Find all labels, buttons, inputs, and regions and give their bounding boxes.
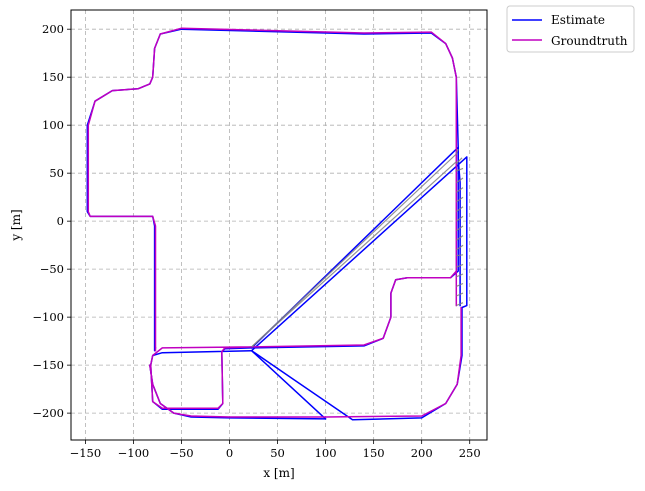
correspondence-line	[455, 206, 464, 213]
series-groundtruth-line	[324, 306, 462, 418]
correspondence-line	[456, 302, 464, 307]
x-tick-label: −50	[169, 446, 193, 460]
y-tick-label: 150	[42, 70, 64, 84]
y-tick-label: −200	[32, 406, 64, 420]
y-tick-label: 0	[57, 214, 64, 228]
series-groundtruth-line	[149, 364, 327, 418]
y-tick-label: −150	[32, 358, 64, 372]
correspondence-line	[455, 235, 464, 241]
x-tick-label: 150	[363, 446, 385, 460]
correspondence-line	[455, 215, 464, 222]
correspondence-line	[456, 292, 464, 297]
ticks: −150 −100 −50 0 50 100 150 200 250 −200 −150 −100 −5…	[32, 22, 480, 460]
series-groundtruth-line	[250, 153, 458, 348]
y-tick-label: −50	[40, 262, 64, 276]
correspondence-line	[456, 254, 464, 257]
y-tick-label: 50	[49, 166, 64, 180]
x-tick-label: 50	[270, 446, 285, 460]
x-tick-label: −150	[70, 446, 102, 460]
correspondence-line	[251, 161, 457, 348]
y-tick-label: 200	[42, 22, 64, 36]
legend-estimate-label: Estimate	[551, 13, 605, 27]
series-groundtruth-line	[87, 27, 458, 352]
correspondence-line	[455, 244, 464, 251]
series-estimate-line	[149, 364, 327, 420]
correspondence-line	[455, 225, 464, 232]
x-tick-label: −100	[118, 446, 150, 460]
series-estimate-line	[149, 347, 253, 411]
x-tick-label: 200	[411, 446, 433, 460]
legend-groundtruth-label: Groundtruth	[551, 34, 628, 48]
correspondence-line	[251, 153, 457, 348]
plot-data	[86, 27, 468, 421]
correspondence-line	[456, 273, 464, 278]
axes-frame	[70, 9, 488, 441]
grid	[71, 10, 487, 440]
x-axis-label: x [m]	[263, 466, 294, 480]
series-groundtruth-line	[149, 346, 253, 410]
series-estimate-line	[457, 146, 461, 307]
correspondence-line	[455, 187, 464, 193]
y-axis-label: y [m]	[9, 209, 23, 241]
x-tick-label: 250	[459, 446, 481, 460]
y-tick-label: 100	[42, 118, 64, 132]
x-tick-label: 0	[226, 446, 233, 460]
correspondence-line	[455, 167, 464, 172]
series-estimate-line	[250, 349, 327, 420]
correspondence-line	[455, 148, 459, 155]
correspondence-line	[456, 282, 464, 287]
y-tick-label: −100	[32, 310, 64, 324]
correspondence-line	[456, 263, 464, 268]
correspondence-line	[455, 177, 464, 184]
correspondence-line	[455, 157, 463, 165]
correspondence-line	[455, 196, 464, 203]
legend: Estimate Groundtruth	[506, 5, 635, 53]
x-tick-label: 100	[315, 446, 337, 460]
